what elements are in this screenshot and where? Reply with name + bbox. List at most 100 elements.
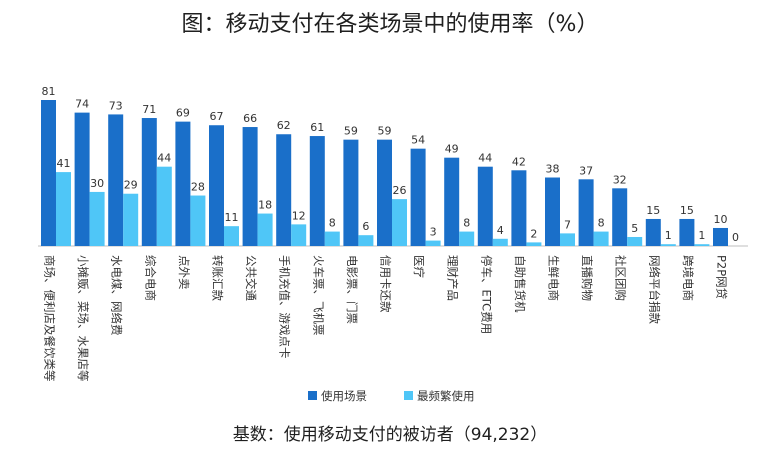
value-label-frequent-9: 6: [362, 220, 369, 233]
category-label-20: P2P网贷: [715, 255, 729, 299]
bar-usage-18: [645, 218, 661, 246]
bar-usage-7: [276, 134, 292, 246]
value-label-frequent-12: 8: [463, 217, 470, 230]
value-label-frequent-18: 1: [665, 229, 672, 242]
bar-usage-12: [444, 157, 460, 246]
value-label-usage-10: 59: [378, 125, 392, 138]
category-labels-layer: 商场、便利店及餐饮类等 小摊贩、菜场、水果店等 水电煤、网络费 综合电商 点外卖 转账汇款…: [43, 255, 729, 382]
value-label-frequent-17: 5: [631, 222, 638, 235]
value-label-usage-7: 62: [277, 119, 291, 132]
value-label-usage-18: 15: [646, 204, 660, 217]
value-label-usage-2: 73: [109, 99, 123, 112]
bar-frequent-0: [56, 172, 71, 246]
value-label-usage-19: 15: [680, 204, 694, 217]
bar-usage-14: [511, 170, 527, 246]
bar-usage-3: [141, 118, 157, 246]
category-label-4: 点外卖: [177, 255, 191, 290]
category-label-8: 火车票、飞机票: [311, 255, 325, 336]
bar-usage-2: [108, 114, 124, 246]
category-label-9: 电影票、门票: [345, 255, 359, 324]
category-label-7: 手机充值、游戏点卡: [278, 255, 292, 359]
bar-frequent-5: [224, 226, 239, 246]
value-label-frequent-19: 1: [698, 229, 705, 242]
chart-title: 图：移动支付在各类场景中的使用率（%）: [181, 12, 599, 37]
value-label-frequent-3: 44: [157, 152, 171, 165]
value-label-usage-4: 69: [176, 107, 190, 120]
value-label-usage-13: 44: [478, 152, 492, 165]
category-label-6: 公共交通: [244, 255, 258, 301]
value-label-usage-9: 59: [344, 125, 358, 138]
value-label-frequent-15: 7: [564, 218, 571, 231]
value-label-frequent-5: 11: [225, 211, 239, 224]
value-label-frequent-11: 3: [430, 226, 437, 239]
bar-usage-17: [612, 188, 628, 246]
value-labels-layer: 8141743073297144692867116618621261859659…: [42, 85, 740, 244]
bar-usage-6: [242, 127, 258, 246]
value-label-frequent-2: 29: [124, 179, 138, 192]
bar-frequent-2: [123, 193, 139, 246]
value-label-frequent-10: 26: [393, 184, 407, 197]
bar-usage-15: [545, 177, 560, 246]
bar-frequent-11: [425, 240, 441, 246]
value-label-usage-0: 81: [42, 85, 56, 98]
legend: 使用场景 最频繁使用: [308, 389, 475, 403]
category-label-14: 自助售货机: [513, 255, 527, 313]
value-label-usage-17: 32: [613, 173, 627, 186]
legend-swatch-usage: [308, 391, 317, 400]
bar-usage-4: [175, 121, 191, 246]
bar-usage-13: [477, 166, 493, 246]
category-label-19: 跨境电商: [681, 255, 695, 301]
value-label-frequent-0: 41: [57, 157, 71, 170]
value-label-usage-16: 37: [579, 164, 593, 177]
bar-frequent-9: [358, 235, 374, 246]
bar-frequent-3: [156, 166, 172, 246]
bar-frequent-7: [291, 224, 307, 246]
bar-frequent-4: [190, 195, 206, 246]
bar-frequent-8: [324, 231, 340, 246]
value-label-frequent-4: 28: [191, 181, 205, 194]
value-label-usage-6: 66: [243, 112, 257, 125]
category-label-10: 信用卡还款: [379, 255, 393, 313]
value-label-frequent-13: 4: [497, 224, 504, 237]
bar-usage-10: [377, 139, 392, 246]
bar-frequent-19: [694, 244, 710, 246]
bar-usage-5: [209, 125, 224, 246]
value-label-usage-15: 38: [546, 163, 560, 176]
category-label-15: 生鲜电商: [547, 255, 561, 301]
value-label-usage-11: 54: [411, 134, 425, 147]
value-label-usage-20: 10: [714, 213, 728, 226]
bar-usage-19: [679, 218, 695, 246]
category-label-0: 商场、便利店及餐饮类等: [43, 255, 57, 382]
bar-frequent-12: [459, 231, 475, 246]
category-label-18: 网络平台捐款: [647, 255, 661, 324]
bar-usage-11: [410, 148, 426, 246]
bar-frequent-18: [660, 244, 676, 246]
bar-usage-20: [713, 227, 728, 246]
value-label-usage-5: 67: [210, 110, 224, 123]
category-label-13: 停车、ETC费用: [479, 255, 493, 334]
bar-frequent-13: [492, 238, 508, 246]
value-label-frequent-6: 18: [258, 199, 272, 212]
value-label-frequent-16: 8: [598, 217, 605, 230]
bar-frequent-6: [257, 213, 273, 246]
value-label-frequent-20: 0: [732, 231, 739, 244]
value-label-frequent-1: 30: [90, 177, 104, 190]
category-label-2: 水电煤、网络费: [110, 255, 124, 336]
legend-swatch-frequent: [404, 391, 413, 400]
bar-frequent-15: [560, 233, 575, 246]
value-label-usage-12: 49: [445, 143, 459, 156]
bars-layer: [41, 100, 728, 247]
value-label-usage-14: 42: [512, 155, 526, 168]
category-label-17: 社区团购: [614, 255, 628, 301]
bar-usage-16: [578, 179, 594, 246]
category-label-1: 小摊贩、菜场、水果店等: [76, 255, 90, 382]
value-label-usage-1: 74: [75, 98, 89, 111]
legend-label-frequent: 最频繁使用: [417, 389, 475, 403]
category-label-3: 综合电商: [143, 255, 157, 301]
bar-frequent-17: [627, 236, 643, 246]
bar-frequent-14: [526, 242, 542, 246]
chart-footnote: 基数：使用移动支付的被访者（94,232）: [232, 425, 548, 445]
category-label-11: 医疗: [412, 255, 426, 278]
